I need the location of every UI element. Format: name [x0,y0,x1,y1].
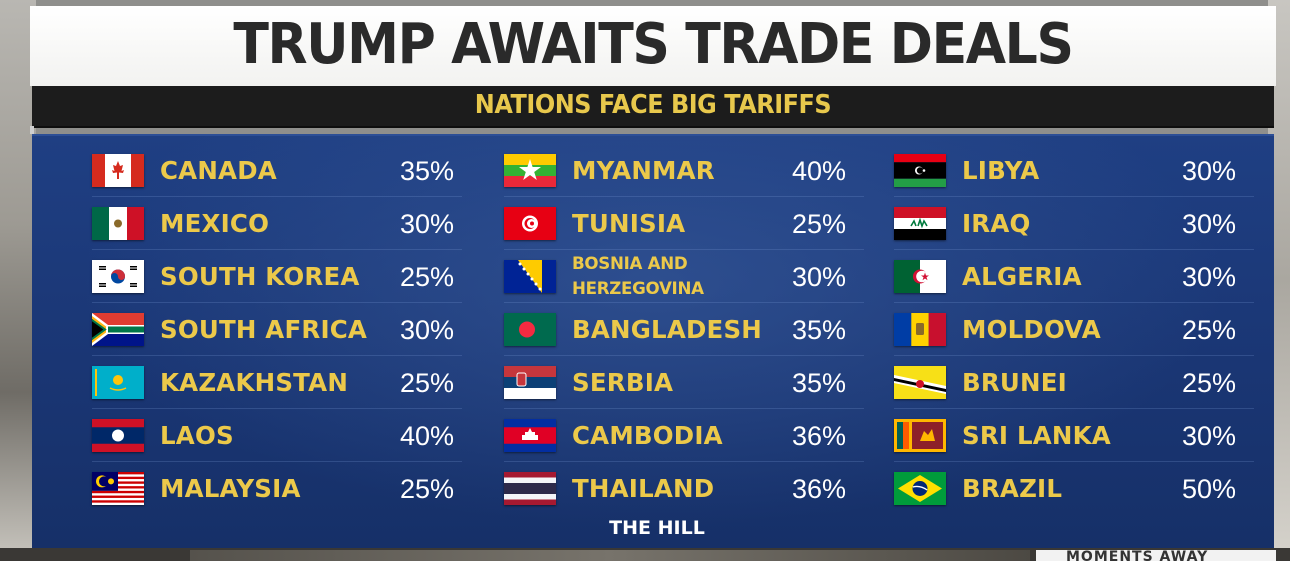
canada-flag-icon [92,154,144,187]
south-korea-flag-icon [92,260,144,293]
laos-flag-icon [92,419,144,452]
algeria-flag-icon [894,260,946,293]
tariff-row: LIBYA 30% [894,144,1254,197]
country-name: BOSNIA AND HERZEGOVINA [572,252,704,302]
page-title: TRUMP AWAITS TRADE DEALS [233,12,1074,77]
tariff-row: MOLDOVA 25% [894,303,1254,356]
tariff-value: 50% [1181,474,1236,504]
country-name: BANGLADESH [572,315,763,344]
tariff-row: ALGERIA 30% [894,250,1254,303]
mexico-flag-icon [92,207,144,240]
brazil-flag-icon [894,472,946,505]
tariff-value: 30% [1181,156,1236,186]
tariff-row: BANGLADESH 35% [504,303,864,356]
tariff-value: 30% [399,209,454,239]
ticker-bar: MOMENTS AWAY [1036,550,1276,561]
country-name: MALAYSIA [160,474,301,503]
country-name: MYANMAR [572,156,715,185]
tunisia-flag-icon [504,207,556,240]
country-name: LAOS [160,421,234,450]
country-name: SOUTH AFRICA [160,315,368,344]
bosnia-flag-icon [504,260,556,293]
tariff-value: 30% [399,315,454,345]
tariff-value: 25% [399,262,454,292]
kazakhstan-flag-icon [92,366,144,399]
tariff-value: 25% [1181,315,1236,345]
country-name: SRI LANKA [962,421,1111,450]
malaysia-flag-icon [92,472,144,505]
moldova-flag-icon [894,313,946,346]
subtitle-bar: NATIONS FACE BIG TARIFFS [32,86,1274,128]
bangladesh-flag-icon [504,313,556,346]
tariff-row: SOUTH AFRICA 30% [92,303,462,356]
libya-flag-icon [894,154,946,187]
tariff-value: 25% [791,209,846,239]
tariff-row: IRAQ 30% [894,197,1254,250]
tariff-row: KAZAKHSTAN 25% [92,356,462,409]
tariff-value: 35% [399,156,454,186]
background-left [0,0,36,561]
tariff-panel: CANADA 35% MEXICO 30% SOUTH KOREA 25% SO… [32,134,1274,548]
tariff-row: BOSNIA AND HERZEGOVINA 30% [504,250,864,303]
tariff-row: THAILAND 36% [504,462,864,514]
tariff-value: 30% [1181,209,1236,239]
ticker-text: MOMENTS AWAY [1066,550,1209,561]
country-name: MOLDOVA [962,315,1101,344]
tariff-value: 30% [1181,262,1236,292]
background-strip [190,550,1030,561]
country-name: IRAQ [962,209,1031,238]
brunei-flag-icon [894,366,946,399]
country-name: CANADA [160,156,277,185]
country-name: ALGERIA [962,262,1082,291]
tariff-row: SERBIA 35% [504,356,864,409]
tariff-value: 40% [791,156,846,186]
tariff-value: 36% [791,421,846,451]
tariff-row: BRUNEI 25% [894,356,1254,409]
country-name: MEXICO [160,209,270,238]
country-name: BRAZIL [962,474,1063,503]
myanmar-flag-icon [504,154,556,187]
tariff-value: 30% [1181,421,1236,451]
tariff-row: BRAZIL 50% [894,462,1254,514]
country-name: LIBYA [962,156,1040,185]
tariff-value: 30% [791,262,846,292]
tariff-row: LAOS 40% [92,409,462,462]
tariff-value: 25% [399,474,454,504]
tariff-row: MEXICO 30% [92,197,462,250]
page-subtitle: NATIONS FACE BIG TARIFFS [474,90,832,120]
tariff-value: 25% [399,368,454,398]
south-africa-flag-icon [92,313,144,346]
iraq-flag-icon [894,207,946,240]
country-name: SOUTH KOREA [160,262,360,291]
tariff-row: TUNISIA 25% [504,197,864,250]
divider [30,126,34,134]
country-name: THAILAND [572,474,715,503]
country-name: CAMBODIA [572,421,723,450]
source-credit: THE HILL [609,517,705,539]
country-name-line2: HERZEGOVINA [572,279,704,299]
sri-lanka-flag-icon [894,419,946,452]
country-name: TUNISIA [572,209,686,238]
tariff-row: MALAYSIA 25% [92,462,462,514]
tariff-row: CAMBODIA 36% [504,409,864,462]
background-bottom [0,548,1290,561]
tariff-value: 25% [1181,368,1236,398]
title-bar: TRUMP AWAITS TRADE DEALS [30,6,1276,86]
tariff-row: SRI LANKA 30% [894,409,1254,462]
country-name: BRUNEI [962,368,1067,397]
serbia-flag-icon [504,366,556,399]
country-name: KAZAKHSTAN [160,368,349,397]
thailand-flag-icon [504,472,556,505]
tariff-row: SOUTH KOREA 25% [92,250,462,303]
tariff-row: MYANMAR 40% [504,144,864,197]
tariff-row: CANADA 35% [92,144,462,197]
tariff-value: 40% [399,421,454,451]
tariff-value: 36% [791,474,846,504]
country-name-line1: BOSNIA AND [572,254,688,274]
country-name: SERBIA [572,368,674,397]
tariff-value: 35% [791,315,846,345]
cambodia-flag-icon [504,419,556,452]
tariff-value: 35% [791,368,846,398]
